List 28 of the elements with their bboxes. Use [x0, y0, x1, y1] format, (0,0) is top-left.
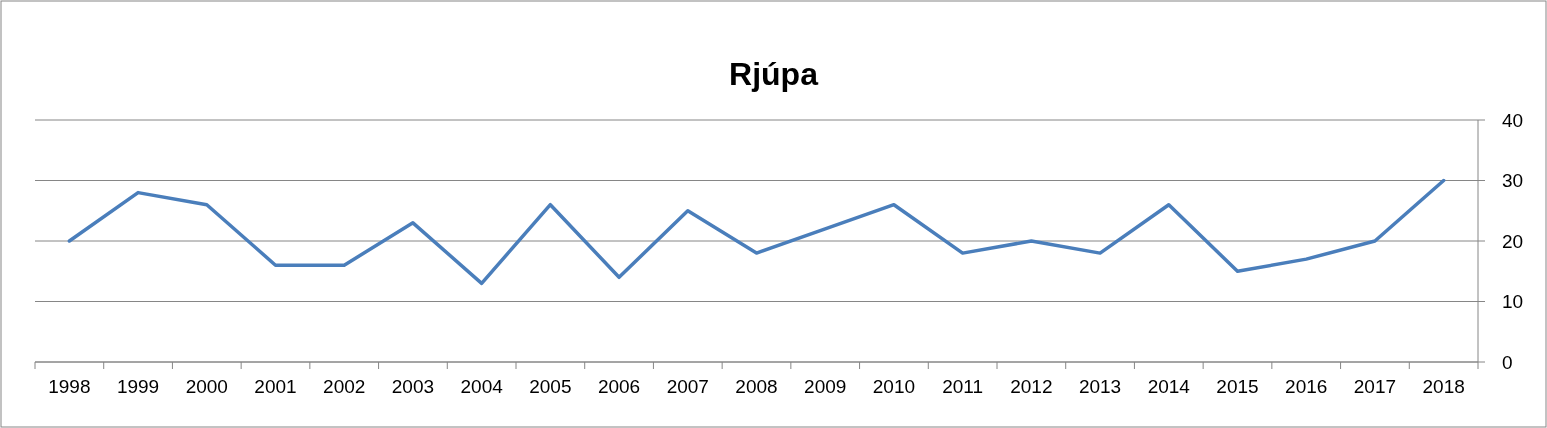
x-tick-label: 2007: [666, 376, 709, 397]
x-tick-label: 2010: [872, 376, 916, 397]
x-tick-label: 1999: [116, 376, 160, 397]
chart-title: Rjúpa: [729, 56, 819, 92]
x-tick-label: 2005: [529, 376, 572, 397]
x-tick-label: 2015: [1216, 376, 1259, 397]
y-tick-label: 0: [1502, 351, 1513, 373]
x-tick-label: 2011: [942, 376, 984, 397]
line-series: [67, 178, 1446, 286]
x-tick-label: 2006: [597, 376, 641, 397]
x-tick-label: 2014: [1147, 376, 1191, 397]
y-tick-label: 40: [1502, 109, 1524, 131]
y-tick-label: 30: [1502, 170, 1524, 192]
x-tick-label: 2001: [254, 376, 297, 397]
x-tick-label: 2013: [1078, 376, 1122, 397]
x-tick-label: 1998: [48, 376, 91, 397]
y-tick-label: 20: [1502, 230, 1524, 252]
x-tick-label: 2016: [1285, 376, 1328, 397]
x-tick-label: 2017: [1353, 376, 1397, 397]
x-tick-label: 2018: [1422, 376, 1465, 397]
y-tick-label: 10: [1502, 291, 1524, 313]
x-tick-label: 2002: [323, 376, 366, 397]
x-tick-label: 2000: [185, 376, 228, 397]
x-tick-label: 2004: [460, 376, 504, 397]
x-tick-label: 2008: [735, 376, 778, 397]
x-tick-label: 2003: [391, 376, 435, 397]
x-tick-label: 2009: [804, 376, 847, 397]
x-tick-label: 2012: [1010, 376, 1053, 397]
